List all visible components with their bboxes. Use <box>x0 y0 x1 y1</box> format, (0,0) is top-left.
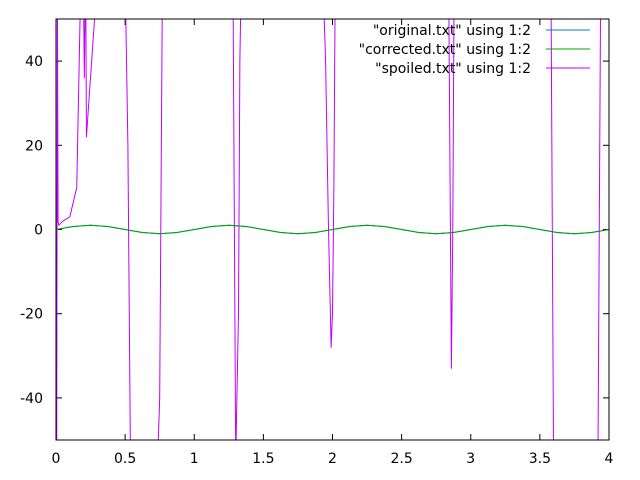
legend-label-2: "corrected.txt" using 1:2 <box>359 42 531 58</box>
plot-border <box>55 18 610 441</box>
y-tick-label: 20 <box>25 138 43 154</box>
x-tick-label: 4 <box>605 451 614 467</box>
y-tick-label: 40 <box>25 54 43 70</box>
x-tick-label: 3 <box>466 451 475 467</box>
series-line-2 <box>56 224 609 235</box>
x-tick-label: 0.5 <box>114 451 136 467</box>
x-tick-label: 0 <box>52 451 61 467</box>
x-tick-label: 2.5 <box>390 451 412 467</box>
y-tick-label: 0 <box>34 223 43 239</box>
series-layer <box>56 19 609 440</box>
y-tick-label: -40 <box>20 391 43 407</box>
x-tick-label: 2 <box>328 451 337 467</box>
axis-tick-labels: 0 0.5 1 1.5 2 2.5 3 3.5 4 -40 -20 0 20 40 <box>20 54 613 467</box>
x-tick-label: 1.5 <box>252 451 274 467</box>
x-tick-label: 3.5 <box>529 451 551 467</box>
legend: "original.txt" using 1:2 "corrected.txt" … <box>359 23 590 77</box>
legend-label-1: "original.txt" using 1:2 <box>373 23 531 39</box>
x-tick-label: 1 <box>190 451 199 467</box>
legend-label-3: "spoiled.txt" using 1:2 <box>375 61 531 77</box>
y-tick-label: -20 <box>20 307 43 323</box>
